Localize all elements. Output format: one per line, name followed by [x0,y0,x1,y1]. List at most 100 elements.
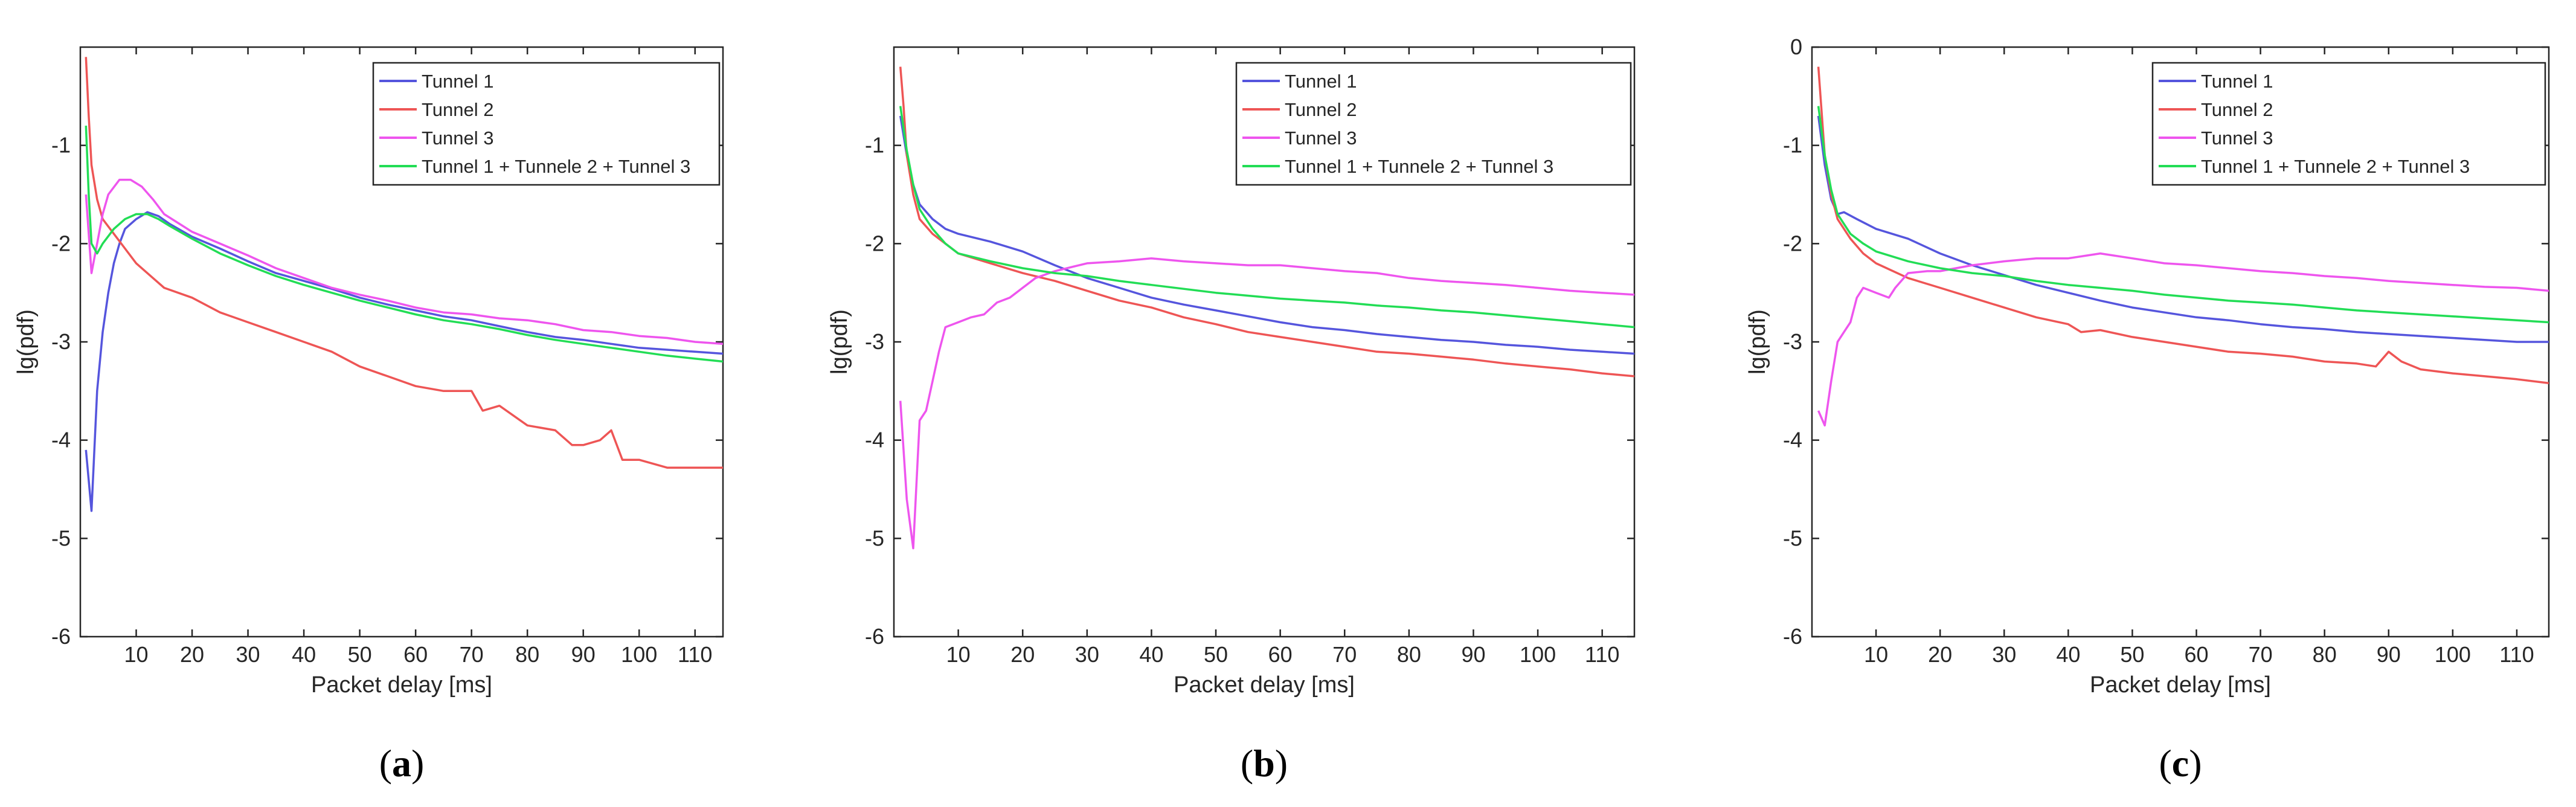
x-tick-label: 40 [2056,642,2080,667]
panel-label-letter: a [392,742,411,785]
series-line-3 [899,257,1634,550]
panel-label-close: ) [1275,742,1288,785]
legend: Tunnel 1 Tunnel 2 Tunnel 3 Tunnel 1 + Tunne… [2151,62,2546,186]
series-line-1 [1817,115,2549,343]
y-tick-label: -1 [51,133,71,158]
series-line-1 [85,211,723,512]
y-tick-label: -3 [51,329,71,354]
legend-entry: Tunnel 2 [422,99,494,120]
legend-entry: Tunnel 1 + Tunnele 2 + Tunnel 3 [2201,156,2470,177]
panel-label: (c) [2159,742,2202,785]
panel-label-letter: b [1253,742,1275,785]
x-tick-label: 20 [1928,642,1952,667]
x-tick-label: 110 [1585,642,1619,667]
x-tick-label: 100 [2435,642,2471,667]
y-tick-label: -5 [865,526,884,550]
x-tick-label: 20 [180,642,204,667]
x-tick-label: 20 [1010,642,1035,667]
y-axis-label: lg(pdf) [13,309,39,375]
x-tick-label: 90 [571,642,596,667]
y-axis-label: lg(pdf) [1745,309,1770,375]
legend: Tunnel 1 Tunnel 2 Tunnel 3 Tunnel 1 + Tunne… [1235,62,1632,186]
x-tick-label: 70 [1332,642,1357,667]
x-axis-label: Packet delay [ms] [311,672,492,698]
x-tick-label: 100 [1520,642,1556,667]
panel-label-open: ( [1241,742,1253,785]
y-tick-label: -6 [865,624,884,649]
x-tick-label: 30 [1075,642,1099,667]
legend-entry: Tunnel 1 + Tunnele 2 + Tunnel 3 [422,156,690,177]
panel-label-open: ( [379,742,392,785]
y-tick-label: -5 [1783,526,1802,550]
legend-entry: Tunnel 1 [2201,71,2273,92]
series-group [899,66,1634,550]
panel-label: (a) [379,742,425,785]
x-tick-label: 50 [348,642,372,667]
series-line-4 [899,106,1634,329]
y-tick-label: -2 [51,231,71,256]
y-tick-label: -2 [1783,231,1802,256]
series-line-2 [85,57,723,469]
y-tick-label: -6 [1783,624,1802,649]
x-axis-label: Packet delay [ms] [1174,672,1355,698]
y-tick-label: 0 [1790,34,1802,59]
series-line-3 [85,178,723,346]
legend-box [2151,62,2546,186]
y-tick-label: -4 [865,428,884,452]
y-tick-label: -3 [865,329,884,354]
legend-entry: Tunnel 2 [1285,99,1357,120]
x-tick-label: 110 [678,642,712,667]
x-tick-label: 50 [1204,642,1228,667]
legend-entry: Tunnel 1 + Tunnele 2 + Tunnel 3 [1285,156,1553,177]
panel-label: (b) [1241,742,1288,785]
series-line-2 [899,66,1634,378]
series-line-3 [1817,252,2549,427]
x-tick-label: 80 [515,642,539,667]
legend-entry: Tunnel 3 [422,127,494,149]
x-tick-label: 70 [2249,642,2273,667]
x-tick-label: 60 [2184,642,2208,667]
x-tick-label: 70 [460,642,484,667]
x-tick-label: 30 [1992,642,2016,667]
chart-panel-b: 10 20 30 40 50 60 70 80 90 100 110 -6 -5 -4 -3 -2 -1 Pack… [827,46,1636,785]
x-tick-label: 30 [236,642,260,667]
series-line-4 [1817,106,2549,324]
legend-entry: Tunnel 3 [1285,127,1357,149]
y-axis-label: lg(pdf) [827,309,852,375]
panel-label-close: ) [411,742,424,785]
x-tick-label: 80 [1397,642,1421,667]
legend-entry: Tunnel 2 [2201,99,2273,120]
y-tick-label: -1 [1783,133,1802,158]
x-tick-label: 40 [1139,642,1163,667]
x-tick-label: 80 [2313,642,2337,667]
legend-entry: Tunnel 1 [1285,71,1357,92]
x-tick-label: 60 [403,642,428,667]
x-tick-label: 90 [1461,642,1485,667]
y-tick-label: -6 [51,624,71,649]
y-tick-label: -5 [51,526,71,550]
chart-panel-c: 10 20 30 40 50 60 70 80 90 100 110 -6 -5 -4 -3 -2 -1 0 Pac… [1745,34,2550,785]
series-line-1 [899,115,1634,355]
panel-label-open: ( [2159,742,2171,785]
y-tick-label: -4 [1783,428,1802,452]
x-tick-label: 100 [621,642,657,667]
x-tick-label: 90 [2377,642,2401,667]
x-tick-label: 10 [946,642,971,667]
series-line-2 [1817,66,2549,385]
x-tick-label: 50 [2120,642,2144,667]
series-group [1817,66,2549,427]
x-tick-label: 10 [1864,642,1888,667]
x-tick-label: 10 [124,642,148,667]
y-tick-label: -2 [865,231,884,256]
x-tick-label: 110 [2499,642,2534,667]
x-tick-label: 60 [1268,642,1293,667]
legend: Tunnel 1 Tunnel 2 Tunnel 3 Tunnel 1 + Tunne… [372,62,721,186]
y-tick-label: -1 [865,133,884,158]
legend-box [372,62,721,186]
chart-panel-a: 10 20 30 40 50 60 70 80 90 100 110 -6 -5 -4 -3 -2 -1 Pack… [13,46,724,785]
legend-entry: Tunnel 1 [422,71,494,92]
y-tick-label: -3 [1783,329,1802,354]
panel-label-close: ) [2189,742,2202,785]
legend-box [1235,62,1632,186]
